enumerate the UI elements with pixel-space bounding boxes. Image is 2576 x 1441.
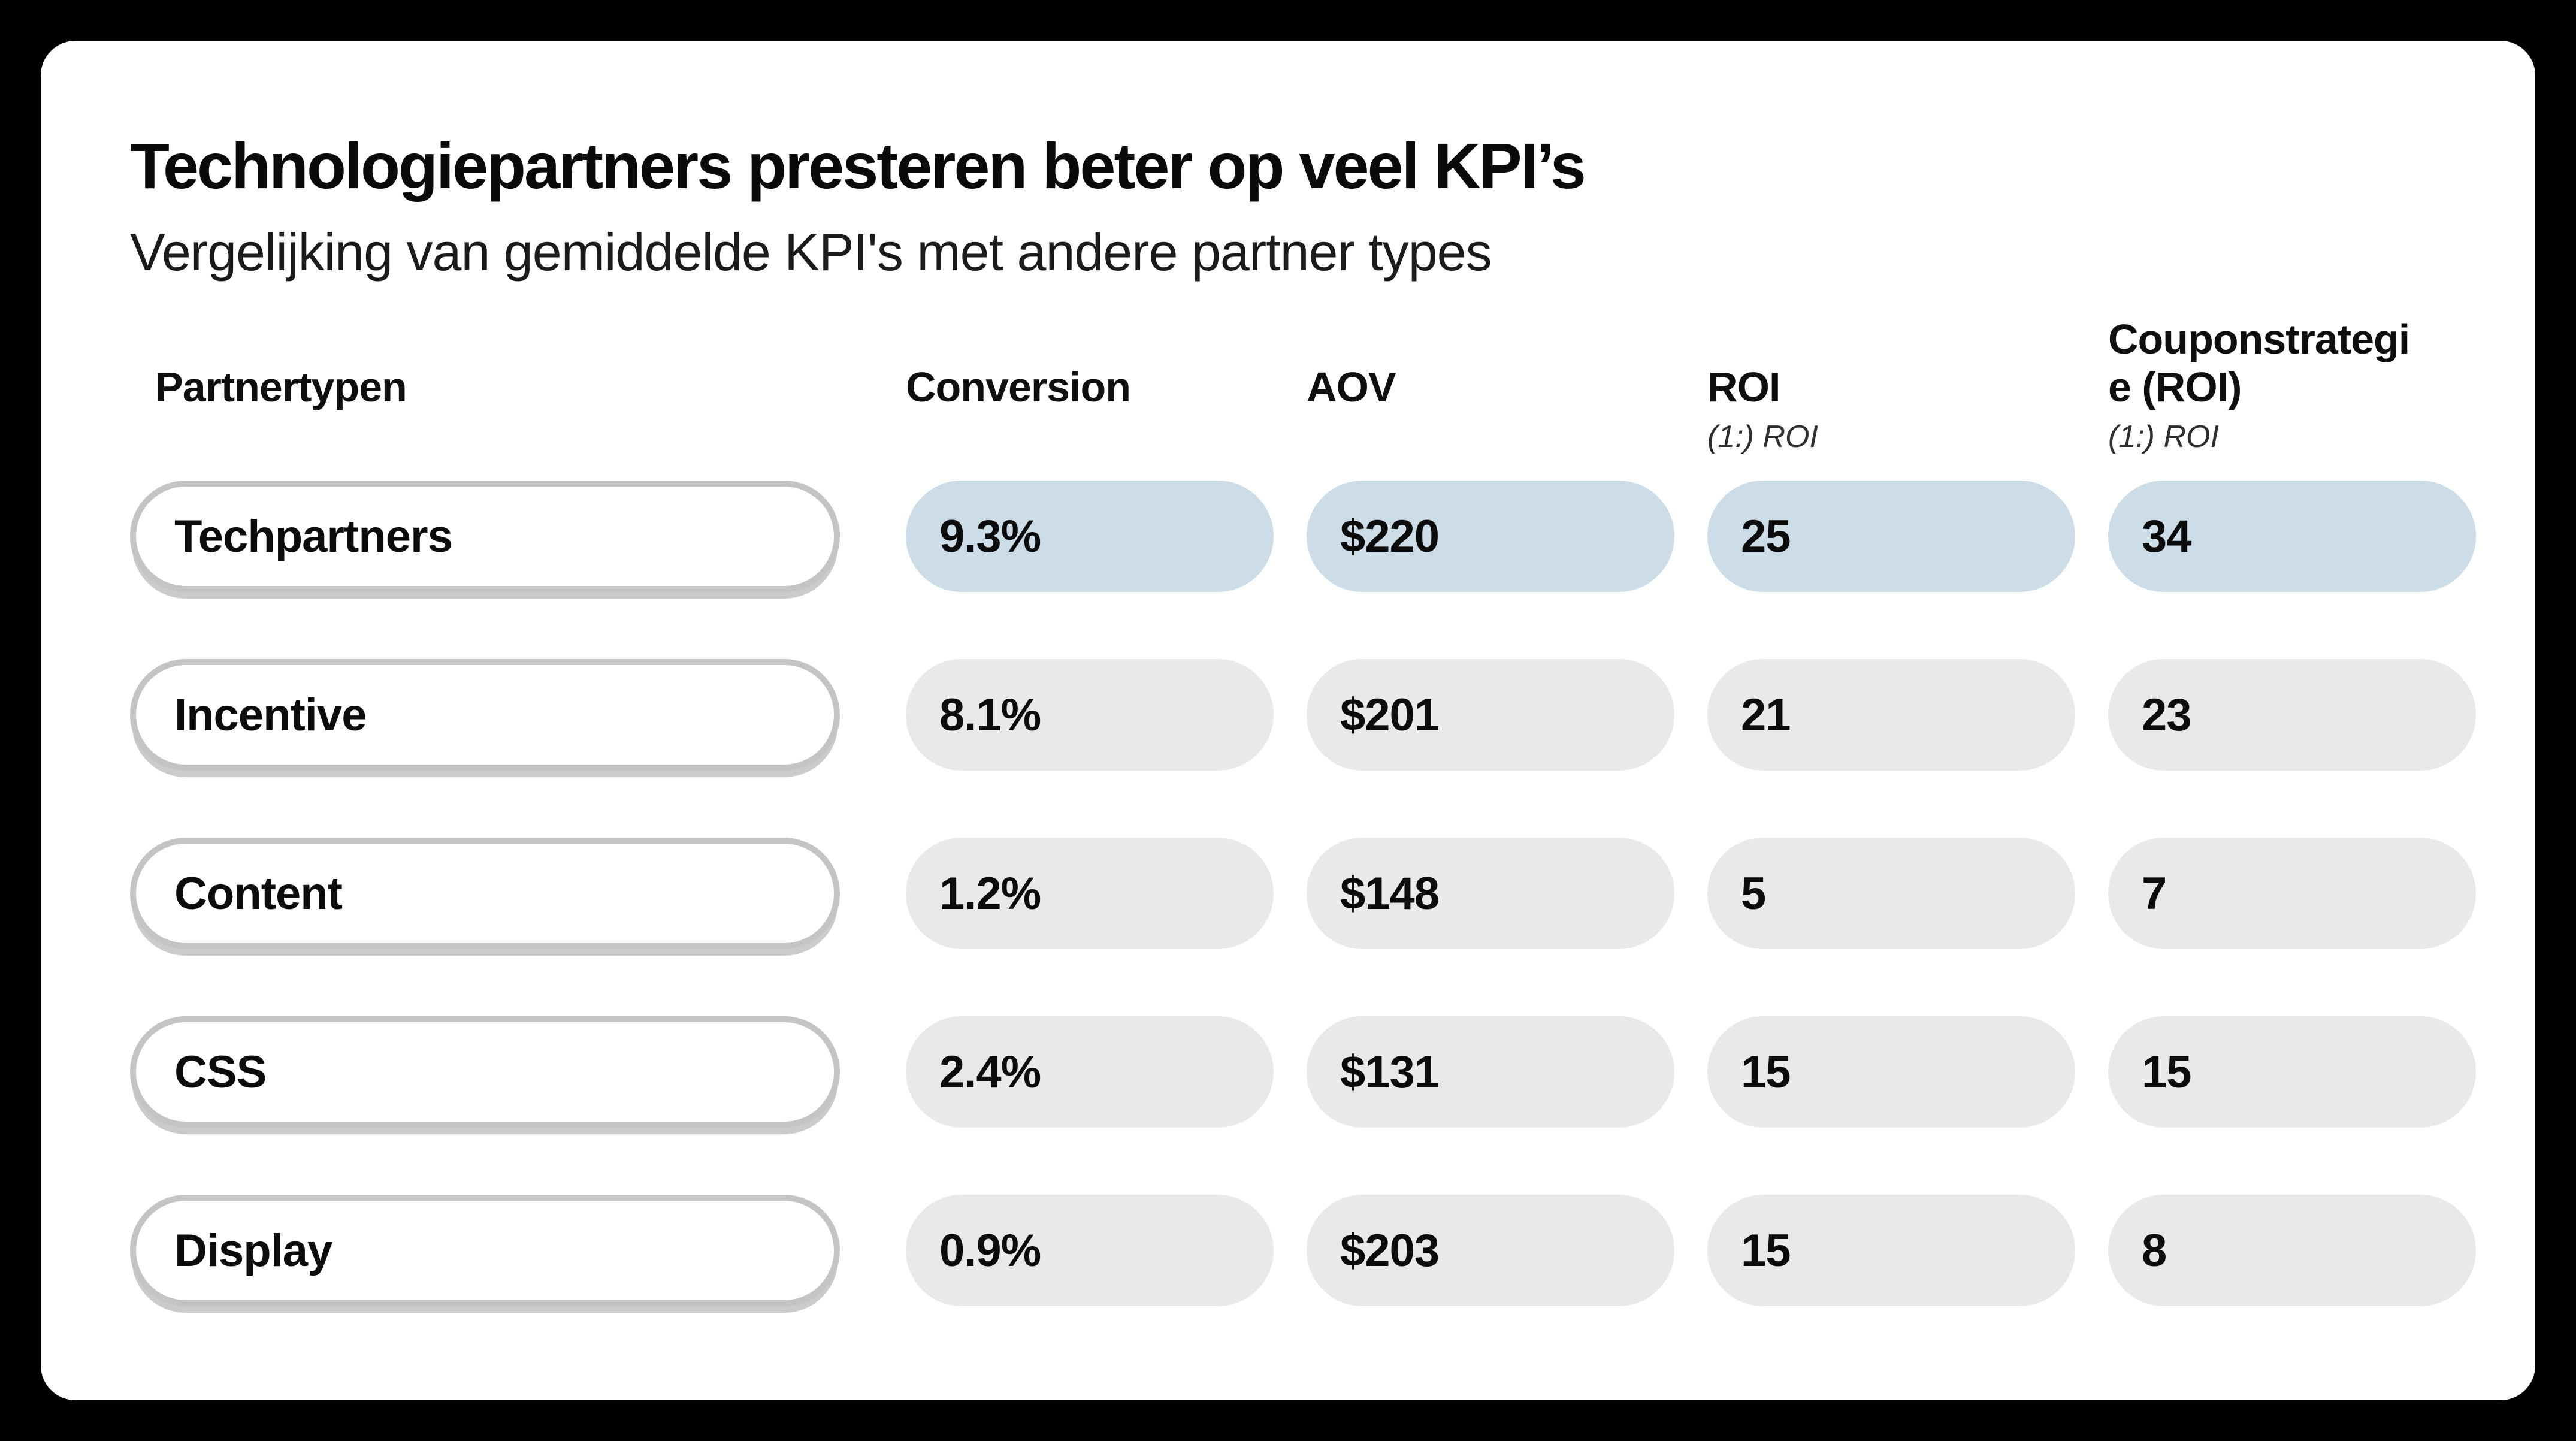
table-row-display: Display 0.9% $203 15 8 xyxy=(130,1195,2476,1307)
partner-label: CSS xyxy=(174,1046,267,1098)
column-header-sublabel: (1:) ROI xyxy=(1707,419,1818,455)
slide-card: Technologiepartners presteren beter op v… xyxy=(41,41,2535,1400)
partner-pill: Content xyxy=(130,838,840,950)
value-pill-aov: $203 xyxy=(1307,1195,1674,1307)
partner-label: Incentive xyxy=(174,689,367,741)
value-label: $203 xyxy=(1340,1225,1440,1276)
column-header-label: Partnertypen xyxy=(155,364,407,411)
column-header-sublabel xyxy=(155,418,873,455)
column-header-label: ROI xyxy=(1707,364,1780,411)
value-pill-aov: $131 xyxy=(1307,1016,1674,1128)
column-header-sublabel: (1:) ROI xyxy=(2108,419,2219,455)
value-label: 34 xyxy=(2142,510,2192,562)
value-pill-aov: $148 xyxy=(1307,838,1674,950)
value-pill-couponstrategie: 15 xyxy=(2108,1016,2476,1128)
value-label: $148 xyxy=(1340,868,1440,919)
column-header-conversion: Conversion xyxy=(906,363,1274,455)
table-row-techpartners: Techpartners 9.3% $220 25 34 xyxy=(130,481,2476,593)
partner-label: Display xyxy=(174,1225,332,1276)
column-header-label: Couponstrategie (ROI) xyxy=(2108,316,2410,411)
value-pill-couponstrategie: 8 xyxy=(2108,1195,2476,1307)
value-label: 15 xyxy=(1741,1046,1791,1098)
column-header-label: AOV xyxy=(1307,364,1396,411)
table-row-content: Content 1.2% $148 5 7 xyxy=(130,838,2476,950)
value-label: 15 xyxy=(1741,1225,1791,1276)
value-pill-conversion: 1.2% xyxy=(906,838,1274,950)
value-pill-aov: $201 xyxy=(1307,659,1674,771)
column-header-label: Conversion xyxy=(906,364,1131,411)
partner-pill: CSS xyxy=(130,1016,840,1128)
value-label: 23 xyxy=(2142,689,2192,741)
value-label: 9.3% xyxy=(939,510,1041,562)
value-label: 7 xyxy=(2142,868,2167,919)
column-header-aov: AOV xyxy=(1307,363,1674,455)
page-title: Technologiepartners presteren beter op v… xyxy=(130,129,1586,202)
partner-label: Content xyxy=(174,868,343,919)
value-label: 8.1% xyxy=(939,689,1041,741)
column-header-roi: ROI (1:) ROI xyxy=(1707,363,2075,455)
table-row-incentive: Incentive 8.1% $201 21 23 xyxy=(130,659,2476,771)
value-pill-couponstrategie: 23 xyxy=(2108,659,2476,771)
value-label: $201 xyxy=(1340,689,1440,741)
partner-label: Techpartners xyxy=(174,510,453,562)
value-label: 21 xyxy=(1741,689,1791,741)
page-subtitle: Vergelijking van gemiddelde KPI's met an… xyxy=(130,222,1492,282)
value-pill-couponstrategie: 34 xyxy=(2108,481,2476,593)
column-header-partnertypen: Partnertypen xyxy=(130,363,873,455)
value-pill-roi: 21 xyxy=(1707,659,2075,771)
value-pill-conversion: 9.3% xyxy=(906,481,1274,593)
value-pill-conversion: 8.1% xyxy=(906,659,1274,771)
value-label: 1.2% xyxy=(939,868,1041,919)
partner-pill: Incentive xyxy=(130,659,840,771)
value-label: 5 xyxy=(1741,868,1766,919)
value-pill-couponstrategie: 7 xyxy=(2108,838,2476,950)
partner-pill: Techpartners xyxy=(130,481,840,593)
value-pill-roi: 15 xyxy=(1707,1195,2075,1307)
column-header-couponstrategie-roi: Couponstrategie (ROI) (1:) ROI xyxy=(2108,315,2476,455)
table-row-css: CSS 2.4% $131 15 15 xyxy=(130,1016,2476,1128)
value-label: 0.9% xyxy=(939,1225,1041,1276)
value-pill-roi: 15 xyxy=(1707,1016,2075,1128)
table-header-row: Partnertypen Conversion AOV ROI (1:) ROI… xyxy=(130,315,2475,455)
value-pill-roi: 25 xyxy=(1707,481,2075,593)
value-pill-conversion: 0.9% xyxy=(906,1195,1274,1307)
value-label: 8 xyxy=(2142,1225,2167,1276)
value-label: 15 xyxy=(2142,1046,2192,1098)
column-header-sublabel xyxy=(1307,418,1674,455)
partner-pill: Display xyxy=(130,1195,840,1307)
value-label: 25 xyxy=(1741,510,1791,562)
column-header-sublabel xyxy=(906,418,1274,455)
value-label: $220 xyxy=(1340,510,1440,562)
value-label: $131 xyxy=(1340,1046,1440,1098)
value-pill-aov: $220 xyxy=(1307,481,1674,593)
value-label: 2.4% xyxy=(939,1046,1041,1098)
value-pill-conversion: 2.4% xyxy=(906,1016,1274,1128)
value-pill-roi: 5 xyxy=(1707,838,2075,950)
